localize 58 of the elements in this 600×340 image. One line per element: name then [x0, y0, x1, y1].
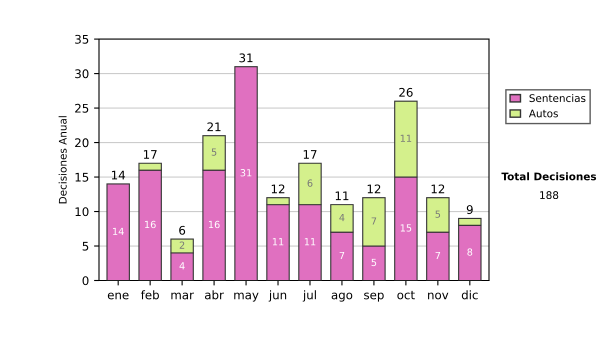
- data-label: 8: [467, 248, 472, 256]
- total-label: 12: [432, 184, 444, 194]
- y-tick-label: 15: [76, 172, 88, 182]
- total-label: 17: [304, 150, 316, 159]
- data-label: 11: [400, 134, 412, 142]
- data-label: 5: [212, 148, 216, 156]
- total-label: 9: [466, 205, 473, 214]
- total-label: 26: [399, 88, 413, 97]
- y-tick-label: 35: [75, 34, 88, 44]
- x-tick-label: jun: [268, 290, 286, 302]
- x-tick-label: dic: [462, 290, 478, 300]
- x-tick-label: sep: [364, 292, 384, 302]
- x-tick-label: ago: [332, 292, 352, 302]
- total-label: 21: [207, 122, 221, 132]
- total-label: 6: [179, 226, 186, 235]
- data-label: 5: [372, 258, 376, 266]
- x-tick-label: abr: [205, 290, 224, 300]
- data-label: 4: [179, 262, 185, 270]
- y-tick-label: 10: [76, 207, 88, 216]
- total-label: 17: [144, 150, 157, 159]
- text: 188: [540, 191, 558, 200]
- y-tick-label: 25: [75, 104, 88, 113]
- y-tick-label: 20: [75, 138, 88, 148]
- data-label: 5: [436, 210, 440, 218]
- data-label: 14: [113, 228, 124, 235]
- data-label: 7: [372, 217, 376, 225]
- legend-label: Sentencias: [530, 94, 586, 102]
- data-label: 16: [208, 220, 220, 228]
- y-tick-label: 0: [82, 276, 88, 286]
- x-tick-label: oct: [397, 290, 415, 300]
- x-tick-label: nov: [428, 292, 448, 300]
- total-label: 12: [368, 184, 380, 194]
- data-label: 11: [272, 238, 284, 246]
- data-label: 6: [308, 179, 312, 187]
- data-label: 16: [145, 220, 156, 228]
- y-tick-label: 5: [82, 242, 88, 251]
- data-label: 11: [304, 238, 316, 246]
- x-tick-label: feb: [140, 290, 159, 300]
- data-label: 7: [436, 252, 440, 260]
- data-label: 2: [180, 241, 184, 249]
- total-label: 11: [336, 192, 348, 200]
- x-tick-label: may: [234, 292, 259, 302]
- data-label: 15: [400, 224, 412, 232]
- y-axis-title: Decisiones Anual: [58, 116, 67, 204]
- y-tick-label: 30: [75, 69, 88, 78]
- x-tick-label: mar: [171, 292, 194, 300]
- total-label: 14: [112, 170, 126, 180]
- x-tick-label: ene: [108, 292, 129, 300]
- total-label: 12: [272, 184, 284, 194]
- total-label: 31: [239, 53, 252, 62]
- legend-label: Autos: [528, 110, 558, 118]
- bar: [106, 183, 130, 280]
- bar: [234, 66, 258, 280]
- x-tick-label: jul: [302, 290, 316, 302]
- text: Total Decisiones: [501, 172, 596, 180]
- data-label: 7: [340, 252, 344, 260]
- data-label: 4: [339, 214, 344, 222]
- data-label: 31: [240, 169, 252, 176]
